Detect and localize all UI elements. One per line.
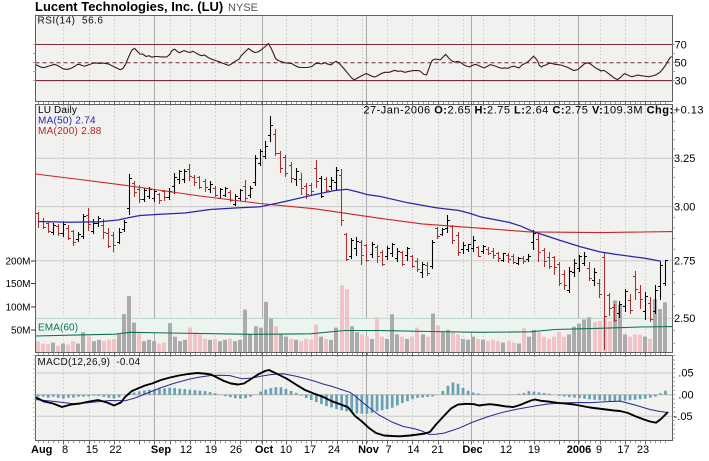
svg-text:19: 19 <box>528 444 540 456</box>
svg-text:Oct: Oct <box>255 444 274 456</box>
svg-text:27-Jan-2006 O:2.65 H:2.75 L:2.: 27-Jan-2006 O:2.65 H:2.75 L:2.64 C:2.75 … <box>363 105 704 117</box>
svg-text:RSI(14) 56.6: RSI(14) 56.6 <box>38 16 104 27</box>
svg-text:LU Daily: LU Daily <box>38 105 77 116</box>
svg-text:50: 50 <box>675 58 687 70</box>
svg-text:2006: 2006 <box>567 444 591 456</box>
svg-text:10: 10 <box>280 444 292 456</box>
svg-text:MACD(12,26,9) -0.04: MACD(12,26,9) -0.04 <box>38 357 141 368</box>
svg-text:-.05: -.05 <box>674 411 693 423</box>
svg-text:MA(50) 2.74: MA(50) 2.74 <box>38 115 96 126</box>
svg-text:14: 14 <box>407 444 419 456</box>
svg-text:150M: 150M <box>5 279 30 290</box>
svg-text:Nov: Nov <box>358 444 380 456</box>
svg-text:12: 12 <box>500 444 512 456</box>
svg-text:2.75: 2.75 <box>674 256 695 268</box>
svg-text:7: 7 <box>385 444 391 456</box>
svg-text:3.00: 3.00 <box>674 202 695 214</box>
svg-text:21: 21 <box>431 444 443 456</box>
svg-text:17: 17 <box>304 444 316 456</box>
svg-text:NYSE: NYSE <box>228 2 258 14</box>
svg-text:12: 12 <box>180 444 192 456</box>
svg-text:50M: 50M <box>11 326 30 337</box>
svg-text:.05: .05 <box>678 368 693 380</box>
svg-text:24: 24 <box>328 444 340 456</box>
svg-text:23: 23 <box>637 444 649 456</box>
svg-text:2.50: 2.50 <box>674 313 695 325</box>
svg-text:8: 8 <box>62 444 68 456</box>
svg-text:100M: 100M <box>5 303 30 314</box>
svg-text:70: 70 <box>675 40 687 52</box>
svg-text:EMA(60): EMA(60) <box>38 323 78 334</box>
svg-text:Sep: Sep <box>151 444 171 456</box>
svg-text:15: 15 <box>86 444 98 456</box>
svg-text:9: 9 <box>596 444 602 456</box>
svg-text:Dec: Dec <box>462 444 482 456</box>
svg-text:17: 17 <box>617 444 629 456</box>
svg-text:200M: 200M <box>5 257 30 268</box>
svg-text:.00: .00 <box>678 390 693 402</box>
svg-text:Aug: Aug <box>31 444 52 456</box>
svg-text:22: 22 <box>109 444 121 456</box>
svg-text:MA(200) 2.88: MA(200) 2.88 <box>38 126 102 137</box>
svg-text:19: 19 <box>205 444 217 456</box>
svg-text:Lucent Technologies, Inc. (LU): Lucent Technologies, Inc. (LU) <box>35 0 223 14</box>
svg-text:26: 26 <box>230 444 242 456</box>
svg-text:3.25: 3.25 <box>674 153 695 165</box>
svg-text:30: 30 <box>675 76 687 88</box>
